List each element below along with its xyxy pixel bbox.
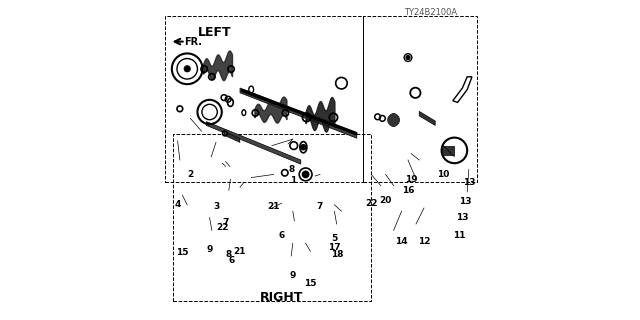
Text: 21: 21 <box>268 202 280 211</box>
Text: 10: 10 <box>437 170 449 179</box>
Circle shape <box>388 114 399 126</box>
Text: 21: 21 <box>234 247 246 256</box>
Text: LEFT: LEFT <box>198 26 231 38</box>
Polygon shape <box>419 111 435 125</box>
Polygon shape <box>224 131 240 142</box>
Text: 13: 13 <box>460 197 472 206</box>
Circle shape <box>406 56 410 60</box>
Text: 8: 8 <box>288 165 294 174</box>
Text: 4: 4 <box>175 200 180 209</box>
Text: 5: 5 <box>332 234 337 243</box>
Text: 14: 14 <box>396 237 408 246</box>
Text: 13: 13 <box>463 178 475 187</box>
Text: 8: 8 <box>226 250 232 259</box>
Text: 9: 9 <box>207 245 212 254</box>
Polygon shape <box>240 88 357 138</box>
Circle shape <box>303 171 309 178</box>
Text: 2: 2 <box>188 170 193 179</box>
Text: 1: 1 <box>290 176 296 185</box>
Text: 7: 7 <box>317 202 323 211</box>
Text: 6: 6 <box>278 231 285 240</box>
Text: 6: 6 <box>229 256 235 265</box>
Text: 17: 17 <box>328 244 340 252</box>
Text: RIGHT: RIGHT <box>260 291 303 304</box>
Text: FR.: FR. <box>184 36 202 47</box>
Text: 3: 3 <box>213 202 219 211</box>
Text: 9: 9 <box>290 271 296 280</box>
Text: 13: 13 <box>456 213 468 222</box>
Text: 19: 19 <box>405 175 417 184</box>
Text: TY24B2100A: TY24B2100A <box>404 8 458 17</box>
Circle shape <box>301 145 306 150</box>
Text: 12: 12 <box>418 237 430 246</box>
Text: 22: 22 <box>365 199 378 208</box>
Text: 7: 7 <box>223 218 228 227</box>
Polygon shape <box>442 146 454 155</box>
Text: 15: 15 <box>304 279 317 288</box>
Circle shape <box>184 66 191 72</box>
Text: 18: 18 <box>332 250 344 259</box>
Text: 22: 22 <box>216 223 228 232</box>
Text: 15: 15 <box>176 248 189 257</box>
Text: 11: 11 <box>453 231 465 240</box>
Polygon shape <box>206 122 301 164</box>
Text: 16: 16 <box>402 186 414 195</box>
Text: 20: 20 <box>380 196 392 204</box>
